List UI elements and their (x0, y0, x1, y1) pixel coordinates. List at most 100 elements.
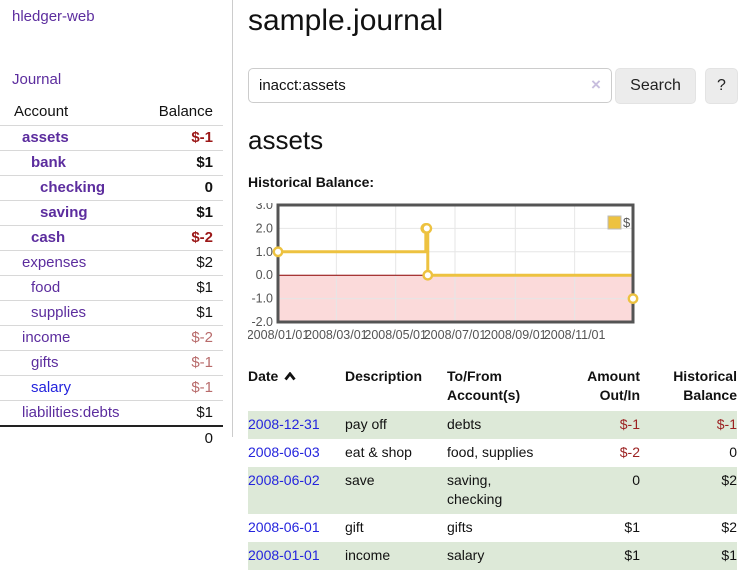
account-row-gifts: gifts $-1 (0, 350, 223, 376)
x-tick-label: 2008/01/01 (248, 328, 309, 342)
account-row-saving: saving $1 (0, 200, 223, 226)
register-row: 2008-12-31 pay off debts $-1 $-1 (248, 411, 737, 439)
x-tick-label: 2008/09/01 (484, 328, 547, 342)
transaction-description: gift (345, 519, 364, 535)
transaction-accounts: salary (447, 542, 555, 570)
account-balance: $1 (145, 150, 223, 176)
register-row: 2008-01-01 income salary $1 $1 (248, 542, 737, 570)
transaction-balance: $2 (640, 467, 737, 514)
account-balance: $1 (145, 400, 223, 426)
account-balance: $1 (145, 200, 223, 226)
account-balance: $1 (145, 300, 223, 326)
account-link[interactable]: assets (22, 129, 69, 146)
sort-ascending-icon (284, 367, 296, 386)
account-balance: $-2 (145, 225, 223, 251)
account-row-food: food $1 (0, 275, 223, 301)
account-heading: assets (248, 125, 324, 155)
account-link[interactable]: liabilities:debts (22, 404, 120, 421)
account-link[interactable]: income (22, 329, 71, 346)
account-link[interactable]: food (31, 279, 61, 296)
transaction-balance: 0 (729, 444, 737, 460)
transaction-balance: $2 (721, 519, 737, 535)
y-tick-label: -2.0 (251, 315, 273, 329)
search-input[interactable] (248, 68, 612, 103)
account-balance: $2 (145, 250, 223, 276)
sidebar-item-journal[interactable]: Journal (12, 71, 62, 88)
register-row: 2008-06-01 gift gifts $1 $2 (248, 514, 737, 542)
account-balance: $-1 (145, 125, 223, 151)
page-title: sample.journal (248, 4, 444, 37)
account-link[interactable]: supplies (31, 304, 87, 321)
account-link[interactable]: salary (31, 379, 72, 396)
y-tick-label: 3.0 (256, 203, 273, 212)
transaction-accounts: gifts (447, 519, 473, 535)
account-row-checking: checking 0 (0, 175, 223, 201)
account-link[interactable]: cash (31, 229, 66, 246)
account-balance: $1 (145, 275, 223, 301)
help-button[interactable]: ? (705, 68, 738, 104)
account-link[interactable]: gifts (31, 354, 59, 371)
historical-balance-chart: $3.0 2.0 1.0 0.0 -1.0 -2.02008/01/012008/03/0… (248, 203, 639, 342)
transaction-date-link[interactable]: 2008-06-02 (248, 472, 320, 488)
transaction-balance: $1 (640, 542, 737, 570)
account-row-salary: salary $-1 (0, 375, 223, 401)
transaction-date-link[interactable]: 2008-06-01 (248, 519, 320, 535)
y-tick-label: 0.0 (256, 268, 273, 282)
search-form: × Search ? (248, 68, 742, 104)
sidebar: hledger-web Journal Account Balance asse… (0, 0, 233, 451)
transaction-description: income (345, 542, 447, 570)
transaction-accounts: food, supplies (447, 444, 534, 460)
account-link[interactable]: saving (40, 204, 88, 221)
y-tick-label: -1.0 (251, 292, 273, 306)
transaction-date-link[interactable]: 2008-06-03 (248, 444, 320, 460)
register-table: Date Description To/From Account(s) Amou… (248, 364, 737, 570)
transaction-date-link[interactable]: 2008-01-01 (248, 547, 320, 563)
balance-column-header: Historical Balance (673, 368, 737, 403)
app-title-link[interactable]: hledger-web (12, 8, 95, 25)
x-tick-label: 2008/11/01 (544, 328, 606, 342)
balances-total-row: 0 (0, 425, 223, 451)
date-column-header[interactable]: Date (248, 364, 345, 411)
account-row-income: income $-2 (0, 325, 223, 351)
account-row-assets: assets $-1 (0, 125, 223, 151)
account-row-liabilities-debts: liabilities:debts $1 (0, 400, 223, 426)
transaction-description: eat & shop (345, 444, 412, 460)
account-balance: $-2 (145, 325, 223, 351)
account-link[interactable]: checking (40, 179, 106, 196)
search-button[interactable]: Search (615, 68, 696, 104)
clear-search-icon[interactable]: × (591, 75, 601, 94)
account-balance: $-1 (145, 350, 223, 376)
transaction-balance: $-1 (640, 411, 737, 439)
account-balance: $-1 (145, 375, 223, 401)
transaction-description: pay off (345, 411, 447, 439)
transaction-accounts: debts (447, 411, 555, 439)
account-row-supplies: supplies $1 (0, 300, 223, 326)
account-column-header: Account (14, 103, 69, 120)
x-tick-label: 2008/03/01 (305, 328, 368, 342)
transaction-date-link[interactable]: 2008-12-31 (248, 416, 320, 432)
account-balance: 0 (145, 175, 223, 201)
account-link[interactable]: bank (31, 154, 67, 171)
account-link[interactable]: expenses (22, 254, 87, 271)
account-balances-table: Account Balance assets $-1 bank $1 check… (0, 100, 223, 451)
transaction-accounts: saving, checking (447, 467, 555, 514)
transaction-amount: $-1 (555, 411, 640, 439)
account-row-bank: bank $1 (0, 150, 223, 176)
y-tick-label: 1.0 (256, 245, 273, 259)
transaction-amount: $1 (624, 519, 640, 535)
register-header-row: Date Description To/From Account(s) Amou… (248, 364, 737, 411)
legend-swatch (607, 215, 622, 230)
transaction-amount: $-2 (619, 444, 640, 460)
x-tick-label: 2008/05/01 (364, 328, 427, 342)
description-column-header: Description (345, 368, 423, 384)
account-row-expenses: expenses $2 (0, 250, 223, 276)
chart-title: Historical Balance: (248, 174, 375, 190)
balances-total: 0 (145, 425, 223, 451)
amount-column-header: Amount Out/In (587, 368, 640, 403)
account-row-cash: cash $-2 (0, 225, 223, 251)
transaction-amount: 0 (555, 467, 640, 514)
transaction-amount: $1 (555, 542, 640, 570)
register-row: 2008-06-02 save saving, checking 0 $2 (248, 467, 737, 514)
balances-header-row: Account Balance (0, 100, 223, 126)
balance-column-header: Balance (158, 103, 213, 120)
